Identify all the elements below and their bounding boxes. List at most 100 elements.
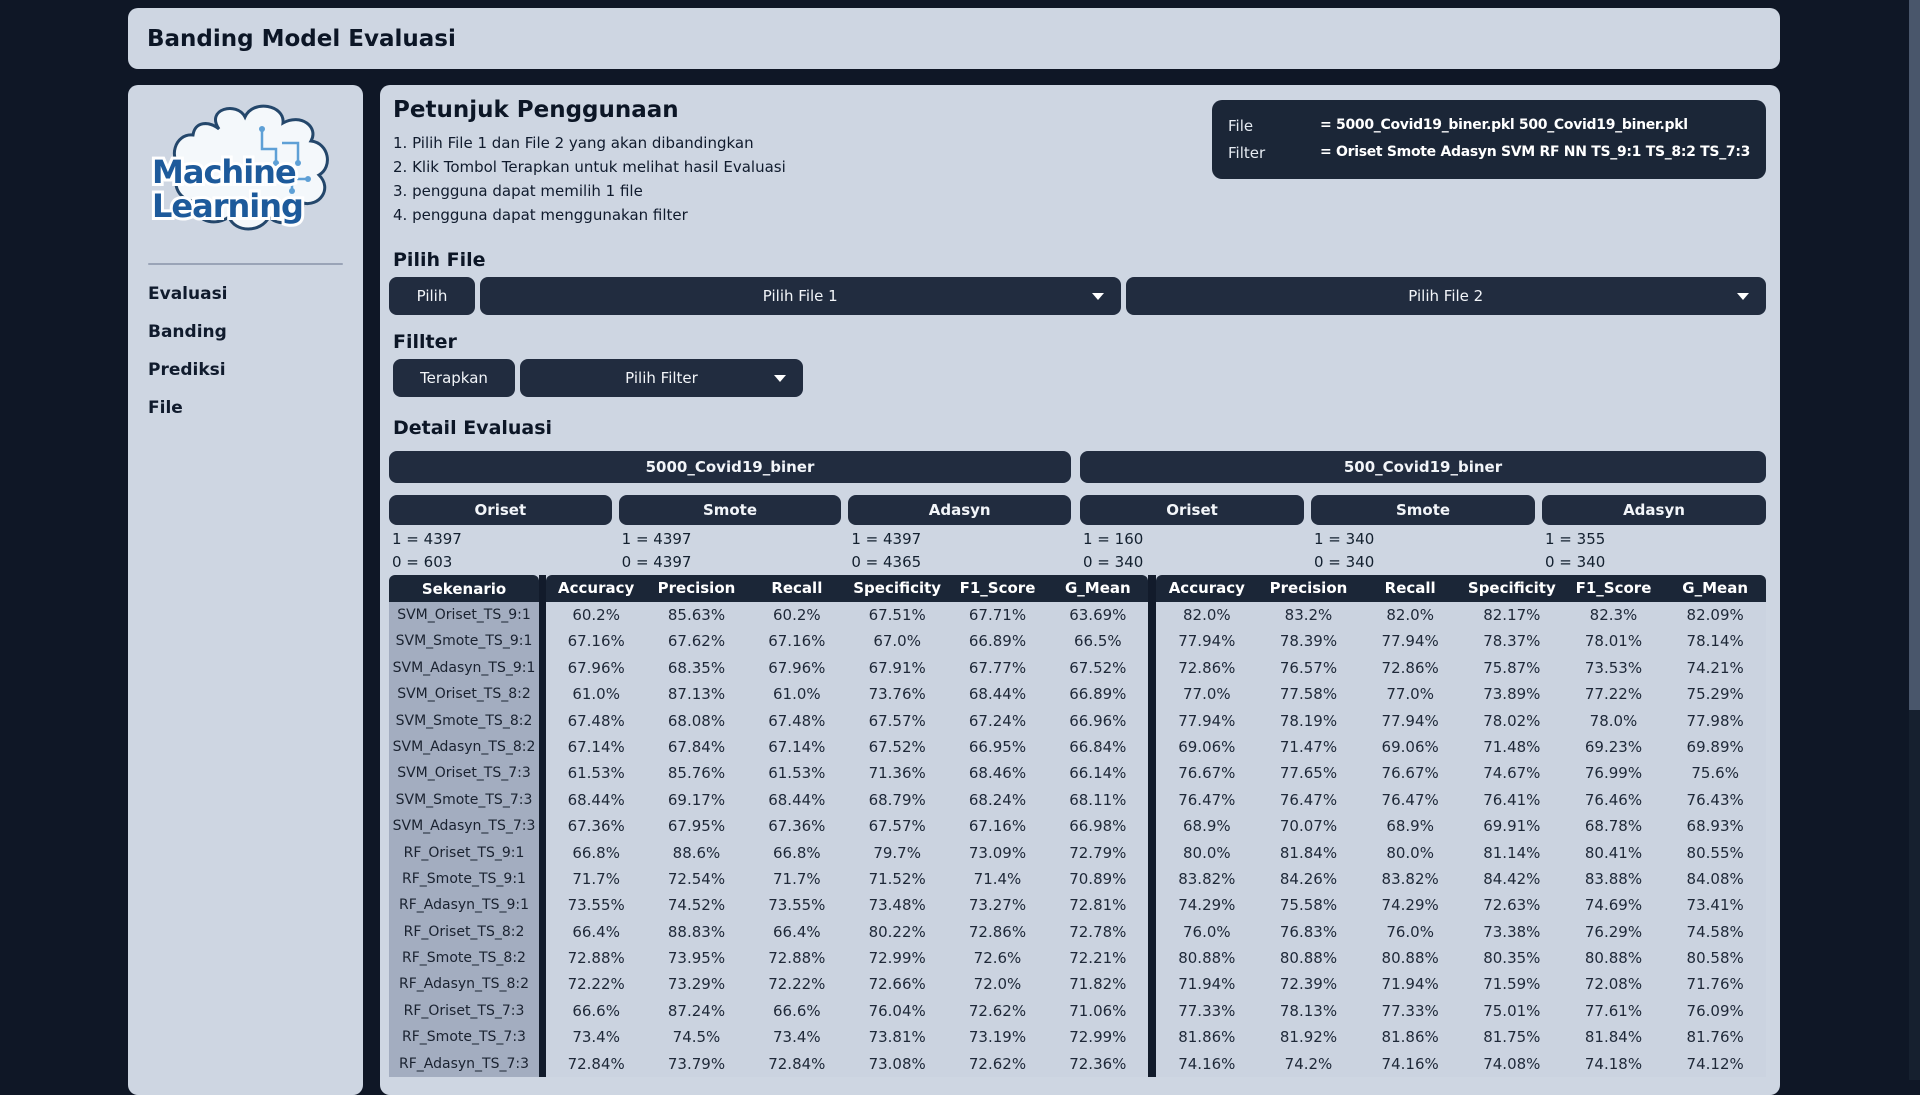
method-counts-row: 1 = 4397 0 = 603 1 = 4397 0 = 4397 1 = 4397 0… xyxy=(389,528,1071,574)
metric-cell: 73.19% xyxy=(968,1028,1027,1047)
file2-select[interactable]: Pilih File 2 xyxy=(1125,277,1766,315)
metric-cell: 77.94% xyxy=(1381,632,1439,651)
metric-cell: 67.84% xyxy=(667,737,726,756)
metric-cell: 73.79% xyxy=(667,1054,726,1073)
filter-select[interactable]: Pilih Filter xyxy=(520,359,803,397)
scenario-column-header: Sekenario xyxy=(389,575,539,602)
metric-cell: 66.95% xyxy=(968,737,1027,756)
metric-cell: 67.95% xyxy=(667,817,726,836)
sidebar-item-file[interactable]: File xyxy=(148,398,183,418)
app-header: Banding Model Evaluasi xyxy=(128,8,1780,69)
metric-cell: 72.66% xyxy=(868,975,926,994)
metric-cell: 76.67% xyxy=(1381,764,1439,783)
metric-cell: 83.82% xyxy=(1178,869,1236,888)
metric-cell: 66.89% xyxy=(968,632,1027,651)
metric-cell: 68.9% xyxy=(1183,817,1231,836)
evaluation-table: Sekenario SVM_Oriset_TS_9:1 SVM_Smote_TS_… xyxy=(389,575,1766,1078)
metric-cell: 76.47% xyxy=(1178,790,1236,809)
metric-cell: 76.0% xyxy=(1183,922,1231,941)
metric-cell: 67.62% xyxy=(667,632,726,651)
sidebar-item-evaluasi[interactable]: Evaluasi xyxy=(148,284,228,304)
instruction-steps: 1. Pilih File 1 dan File 2 yang akan dib… xyxy=(389,131,1766,227)
scenario-cell: SVM_Oriset_TS_8:2 xyxy=(389,681,539,708)
metric-cell: 67.16% xyxy=(768,632,826,651)
metric-cell: 67.0% xyxy=(873,632,921,651)
metric-cell: 67.57% xyxy=(868,711,926,730)
sidebar-item-prediksi[interactable]: Prediksi xyxy=(148,360,226,380)
file1-select[interactable]: Pilih File 1 xyxy=(480,277,1121,315)
metric-cell: 87.13% xyxy=(667,685,726,704)
sidebar-item-banding[interactable]: Banding xyxy=(148,322,227,342)
metric-cell: 74.5% xyxy=(672,1028,721,1047)
scenario-cell: SVM_Smote_TS_7:3 xyxy=(389,786,539,814)
metric-cell: 88.83% xyxy=(667,922,726,941)
metric-column-header: Recall xyxy=(771,579,823,597)
metric-cell: 67.52% xyxy=(1069,658,1127,677)
metric-cell: 77.0% xyxy=(1183,685,1231,704)
method-count: 1 = 4397 0 = 4397 xyxy=(621,530,692,571)
logo-text-line2: Learning xyxy=(152,187,303,225)
metric-column-header: Accuracy xyxy=(1168,579,1245,597)
metric-cell: 66.8% xyxy=(572,843,620,862)
metric-cell: 67.91% xyxy=(868,658,926,677)
metric-cell: 67.77% xyxy=(968,658,1027,677)
metric-cell: 77.65% xyxy=(1279,764,1338,783)
metric-cell: 83.2% xyxy=(1284,606,1333,624)
file-header: 500_Covid19_biner xyxy=(1080,451,1766,483)
table-gap xyxy=(1148,575,1156,1078)
terapkan-button[interactable]: Terapkan xyxy=(393,359,515,397)
metric-column-header: Recall xyxy=(1384,579,1436,597)
metric-cell: 78.19% xyxy=(1279,711,1338,730)
metric-cell: 70.89% xyxy=(1069,869,1127,888)
metric-cell: 76.47% xyxy=(1279,790,1338,809)
metric-cell: 69.06% xyxy=(1178,737,1236,756)
metric-cell: 82.09% xyxy=(1686,606,1744,624)
metric-cell: 61.53% xyxy=(768,764,826,783)
metric-cell: 81.76% xyxy=(1686,1028,1744,1047)
metric-cell: 73.27% xyxy=(968,896,1027,915)
metric-cell: 77.58% xyxy=(1279,685,1338,704)
metric-cell: 76.67% xyxy=(1178,764,1236,783)
metric-cell: 73.55% xyxy=(768,896,826,915)
metric-cell: 72.99% xyxy=(868,949,926,968)
metric-cell: 61.0% xyxy=(773,685,821,704)
metric-cell: 80.0% xyxy=(1183,843,1231,862)
metric-cell: 75.87% xyxy=(1483,658,1541,677)
metric-column-header: G_Mean xyxy=(1682,579,1749,597)
metric-cell: 67.14% xyxy=(768,737,826,756)
metric-cell: 72.78% xyxy=(1069,922,1127,941)
metric-cell: 72.88% xyxy=(768,949,826,968)
method-count: 1 = 340 0 = 340 xyxy=(1314,530,1375,571)
metric-cell: 74.2% xyxy=(1284,1054,1333,1073)
metric-cell: 73.95% xyxy=(667,949,726,968)
metric-cell: 76.99% xyxy=(1584,764,1643,783)
scenario-cell: RF_Adasyn_TS_9:1 xyxy=(389,892,539,919)
metric-cell: 68.9% xyxy=(1386,817,1434,836)
detail-evaluasi-heading: Detail Evaluasi xyxy=(393,417,553,439)
page-title: Banding Model Evaluasi xyxy=(147,25,456,52)
metric-cell: 75.58% xyxy=(1279,896,1338,915)
metric-cell: 60.2% xyxy=(572,606,620,624)
metrics-head: Accuracy Precision Recall Specificity F1_Sco… xyxy=(546,575,1148,602)
metric-cell: 80.88% xyxy=(1178,949,1236,968)
page-scrollbar-thumb[interactable] xyxy=(1909,0,1920,710)
metric-cell: 67.51% xyxy=(868,606,926,624)
scenario-cell: SVM_Adasyn_TS_8:2 xyxy=(389,733,539,761)
method-count: 1 = 160 0 = 340 xyxy=(1083,530,1144,571)
metric-cell: 72.84% xyxy=(567,1054,625,1073)
metric-cell: 74.16% xyxy=(1381,1054,1439,1073)
metric-cell: 72.22% xyxy=(567,975,625,994)
metric-cell: 74.29% xyxy=(1178,896,1236,915)
metric-cell: 77.94% xyxy=(1381,711,1439,730)
file-picker-row: Pilih Pilih File 1 Pilih File 2 xyxy=(389,277,1766,315)
pilih-button[interactable]: Pilih xyxy=(389,277,475,315)
page-scrollbar-track[interactable] xyxy=(1909,0,1920,1080)
metric-cell: 73.76% xyxy=(868,685,926,704)
metric-cell: 81.14% xyxy=(1483,843,1541,862)
file2-group: 500_Covid19_biner Oriset Smote Adasyn 1 = … xyxy=(1080,451,1766,574)
metric-cell: 80.88% xyxy=(1584,949,1643,968)
metric-cell: 78.0% xyxy=(1589,711,1638,730)
metric-cell: 73.53% xyxy=(1584,658,1643,677)
method-header: Smote xyxy=(1311,495,1535,525)
metric-cell: 76.43% xyxy=(1686,790,1744,809)
